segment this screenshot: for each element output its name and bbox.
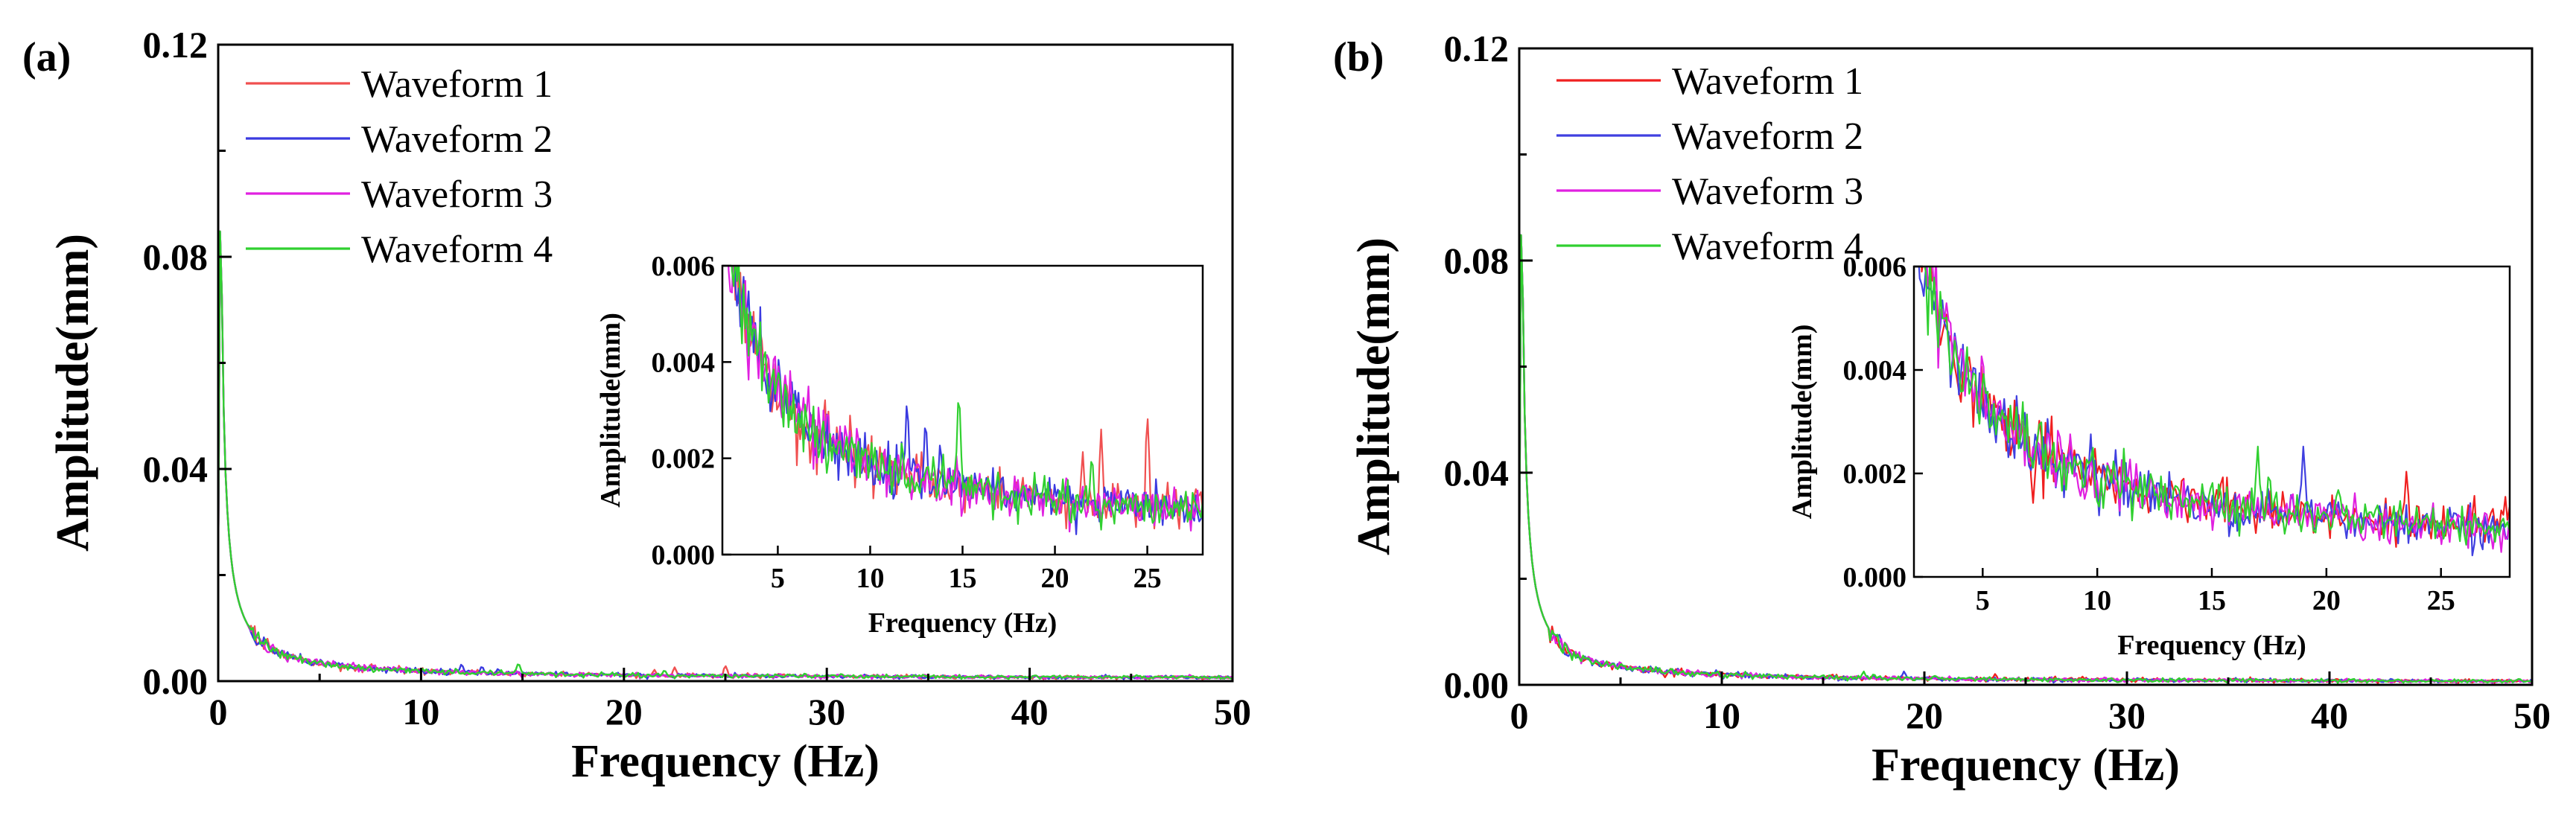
legend: Waveform 1 Waveform 2 Waveform 3 Waveform 4 [1556, 60, 1863, 268]
y-axis-label: Amplitude(mm) [48, 234, 98, 552]
x-axis-label: Frequency (Hz) [571, 736, 880, 787]
y-tick-label: 0.08 [143, 236, 209, 278]
x-tick-label: 0 [209, 691, 228, 732]
y-tick-label: 0.04 [143, 448, 209, 490]
x-tick-label: 50 [1214, 691, 1251, 732]
inset-x-tick-label: 10 [2083, 585, 2111, 616]
inset-y-tick-label: 0.006 [1843, 252, 1907, 283]
inset-x-tick-label: 25 [1133, 563, 1162, 594]
y-tick-label: 0.12 [143, 24, 209, 66]
x-tick-label: 20 [605, 691, 643, 732]
inset-y-tick-label: 0.002 [652, 444, 716, 475]
legend-label-waveform-4: Waveform 4 [361, 229, 553, 271]
x-tick-label: 50 [2513, 695, 2551, 736]
inset-series-line-waveform-4 [1916, 266, 2510, 546]
inset-x-tick-label: 5 [1976, 585, 1990, 616]
panel-label: (a) [22, 34, 71, 80]
inset-series-line-waveform-3 [1926, 266, 2510, 553]
inset-y-axis-label: Amplitude(mm) [595, 313, 626, 508]
chart-panel-2: (b) 0 10 20 30 40 50 0.00 0.04 0.08 0.12 Frequency … [1333, 28, 2551, 791]
y-tick-label: 0.08 [1444, 240, 1510, 281]
panel-label: (b) [1333, 34, 1384, 80]
x-tick-label: 40 [1011, 691, 1049, 732]
x-tick-label: 10 [402, 691, 439, 732]
inset-y-tick-label: 0.004 [652, 347, 716, 378]
inset-lines [728, 266, 1203, 535]
legend-label-waveform-3: Waveform 3 [1672, 170, 1863, 213]
inset-chart: 5 10 15 20 25 0.000 0.002 0.004 0.006 Frequency (… [1787, 252, 2511, 661]
inset-x-axis-label: Frequency (Hz) [868, 607, 1058, 639]
x-axis-label: Frequency (Hz) [1871, 740, 2180, 791]
x-tick-label: 30 [808, 691, 845, 732]
inset-series-line-waveform-4 [731, 266, 1203, 531]
y-tick-label: 0.00 [143, 660, 209, 702]
inset-x-tick-label: 15 [2198, 585, 2226, 616]
inset-x-tick-label: 15 [949, 563, 977, 594]
inset-x-tick-label: 25 [2427, 585, 2455, 616]
inset-y-axis-label: Amplitude(mm) [1787, 325, 1818, 520]
legend-label-waveform-2: Waveform 2 [1672, 115, 1863, 158]
x-tick-label: 20 [1906, 695, 1943, 736]
legend-label-waveform-4: Waveform 4 [1672, 226, 1863, 268]
inset-y-tick-label: 0.004 [1843, 355, 1907, 386]
inset-x-tick-label: 5 [771, 563, 785, 594]
inset-x-axis-label: Frequency (Hz) [2117, 630, 2306, 661]
legend: Waveform 1 Waveform 2 Waveform 3 Waveform 4 [246, 63, 553, 271]
legend-label-waveform-1: Waveform 1 [361, 63, 553, 106]
inset-y-tick-label: 0.006 [652, 251, 716, 282]
legend-label-waveform-1: Waveform 1 [1672, 60, 1863, 103]
legend-label-waveform-2: Waveform 2 [361, 118, 553, 161]
y-tick-label: 0.04 [1444, 452, 1510, 494]
inset-x-tick-label: 20 [1041, 563, 1069, 594]
y-axis-label: Amplitude(mm) [1349, 237, 1399, 555]
inset-y-tick-label: 0.000 [1843, 562, 1907, 593]
inset-chart: 5 10 15 20 25 0.000 0.002 0.004 0.006 Frequency (… [595, 251, 1204, 639]
x-tick-label: 0 [1510, 695, 1529, 736]
x-tick-label: 40 [2311, 695, 2348, 736]
x-tick-label: 30 [2108, 695, 2146, 736]
inset-y-tick-label: 0.000 [652, 540, 716, 571]
inset-lines [1916, 266, 2510, 557]
y-tick-label: 0.12 [1444, 28, 1510, 69]
chart-panel-1: (a) 0 10 20 30 40 50 0.00 0.04 0.08 0.12 Frequency … [22, 24, 1251, 787]
y-tick-label: 0.00 [1444, 664, 1510, 706]
inset-y-tick-label: 0.002 [1843, 459, 1907, 490]
inset-x-tick-label: 20 [2312, 585, 2341, 616]
legend-label-waveform-3: Waveform 3 [361, 173, 553, 216]
x-tick-label: 10 [1703, 695, 1740, 736]
inset-x-tick-label: 10 [856, 563, 884, 594]
